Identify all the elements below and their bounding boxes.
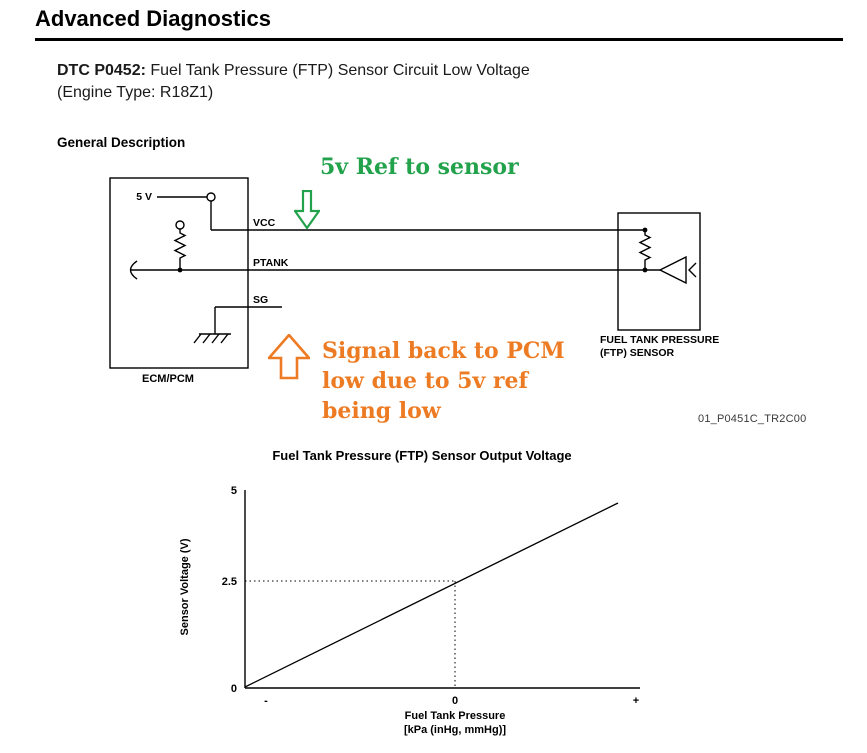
x-tick-plus: +	[633, 695, 639, 707]
annotation-orange-line3: being low	[322, 398, 441, 424]
x-axis-units: [kPa (inHg, mmHg)]	[404, 724, 506, 736]
wire-break-symbol	[129, 260, 138, 280]
ground-hatch	[193, 333, 202, 344]
y-axis-label: Sensor Voltage (V)	[179, 538, 191, 635]
up-arrow-shape	[268, 334, 310, 380]
junction-dots	[177, 227, 648, 273]
up-arrow-icon	[268, 334, 310, 380]
supply-label: 5 V	[136, 191, 152, 203]
junction-dot	[177, 267, 183, 273]
supply-terminal-circle	[206, 192, 216, 202]
y-tick-5: 5	[231, 485, 237, 497]
x-axis-label: Fuel Tank Pressure	[405, 710, 506, 722]
ground-hatch	[211, 333, 220, 344]
pin-label-ptank: PTANK	[253, 257, 289, 269]
sensor-element-arrow	[688, 262, 697, 278]
page-title: Advanced Diagnostics	[35, 6, 271, 31]
pin-label-sg: SG	[253, 294, 268, 306]
down-arrow-icon	[294, 190, 320, 230]
ground-hatch	[202, 333, 211, 344]
sensor-label-line1: FUEL TANK PRESSURE	[600, 334, 719, 346]
series-line	[244, 502, 619, 688]
junction-dot	[642, 267, 648, 273]
y-tick-2-5: 2.5	[222, 576, 237, 588]
sensor-resistor-symbol	[638, 230, 652, 270]
junction-dot	[642, 227, 648, 233]
dtc-code: DTC P0452:	[57, 62, 146, 79]
wiring-diagram: 5 V VCC PTANK SG ECM/PCM FUEL TANK PRESS…	[109, 177, 719, 385]
dtc-engine-type: (Engine Type: R18Z1)	[57, 84, 214, 101]
chart-title: Fuel Tank Pressure (FTP) Sensor Output V…	[272, 448, 571, 463]
sensor-box	[617, 212, 701, 331]
ecm-label: ECM/PCM	[142, 373, 194, 385]
section-heading: General Description	[57, 135, 186, 150]
x-tick-zero: 0	[452, 695, 458, 707]
y-tick-0: 0	[231, 683, 237, 695]
output-voltage-chart: Fuel Tank Pressure (FTP) Sensor Output V…	[179, 448, 640, 736]
annotation-orange-line2: low due to 5v ref	[322, 368, 528, 394]
dtc-description: Fuel Tank Pressure (FTP) Sensor Circuit …	[150, 62, 530, 79]
pullup-terminal-circle	[175, 220, 185, 230]
pin-label-vcc: VCC	[253, 217, 276, 229]
down-arrow-shape	[294, 190, 320, 230]
ecm-box	[109, 177, 249, 369]
dtc-heading: DTC P0452: Fuel Tank Pressure (FTP) Sens…	[57, 60, 797, 104]
annotation-orange-note: Signal back to PCM low due to 5v ref bei…	[322, 336, 565, 426]
sensor-label-line2: (FTP) SENSOR	[600, 347, 675, 359]
figure-reference: 01_P0451C_TR2C00	[698, 413, 807, 425]
title-divider	[35, 38, 843, 41]
annotation-green-note: 5v Ref to sensor	[320, 154, 519, 180]
x-tick-minus: -	[264, 695, 268, 707]
ecm-resistor-symbol	[173, 229, 187, 270]
annotation-orange-line1: Signal back to PCM	[322, 338, 565, 364]
ground-hatch	[220, 333, 229, 344]
sensor-amplifier-triangle	[658, 255, 687, 285]
